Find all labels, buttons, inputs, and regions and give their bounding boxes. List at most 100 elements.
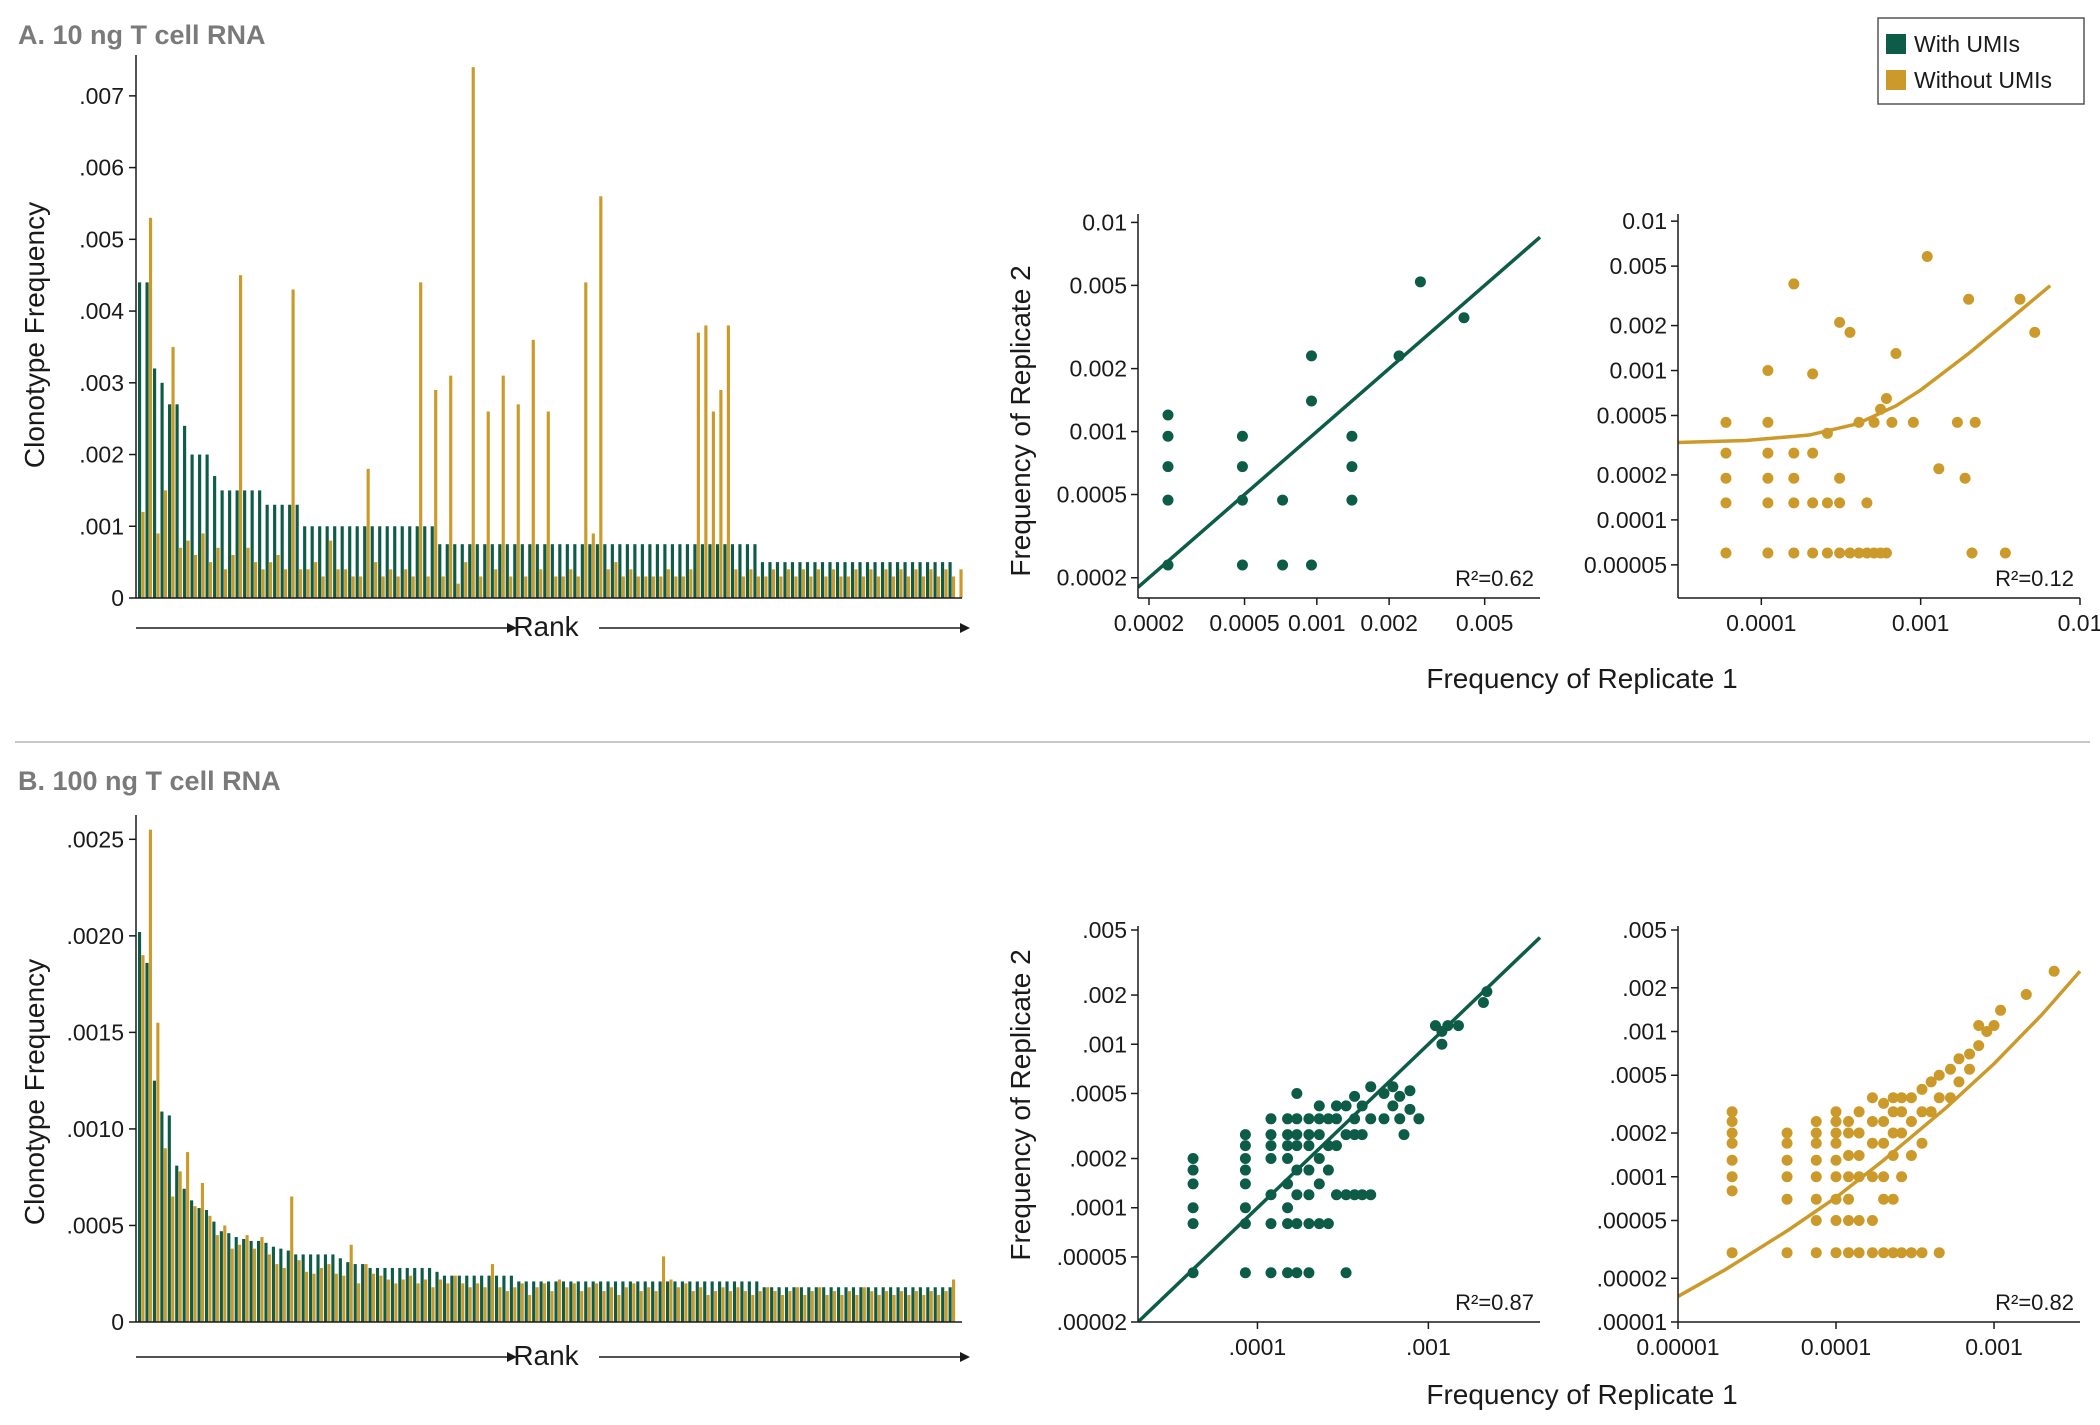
bar-with-umis — [528, 544, 532, 598]
bar-with-umis — [695, 1281, 699, 1322]
y-tick-label: .001 — [1622, 1019, 1667, 1045]
y-tick-label: 0.002 — [1069, 356, 1127, 382]
data-point — [1303, 1129, 1315, 1141]
bar-with-umis — [348, 526, 352, 598]
bar-without-umis — [606, 569, 610, 598]
bar-without-umis — [342, 1275, 346, 1322]
bar-with-umis — [532, 1281, 536, 1322]
data-point — [1340, 1189, 1352, 1201]
data-point — [1277, 559, 1289, 571]
x-tick-label: .001 — [1406, 1334, 1451, 1360]
bar-with-umis — [829, 1287, 833, 1322]
bar-with-umis — [933, 562, 937, 598]
bar-without-umis — [464, 562, 468, 598]
data-point — [1458, 312, 1470, 324]
y-tick-label: .00005 — [1057, 1244, 1127, 1270]
data-point — [1781, 1127, 1793, 1139]
bar-with-umis — [621, 1281, 625, 1322]
scatter-100ng-with-umis: .00002 .00005 .0001 .0002 .0005 .001 .002 .005.… — [1057, 917, 1542, 1360]
bar-with-umis — [768, 562, 772, 598]
y-tick-label: .00005 — [1597, 1207, 1667, 1233]
bar-with-umis — [228, 490, 232, 598]
bar-without-umis — [786, 569, 790, 598]
bar-with-umis — [873, 562, 877, 598]
data-point — [1762, 416, 1774, 428]
data-point — [1291, 1267, 1303, 1279]
bar-without-umis — [483, 1287, 487, 1322]
a-scatter-ylabel: Frequency of Replicate 2 — [1005, 265, 1036, 576]
bar-with-umis — [670, 544, 674, 598]
bar-without-umis — [846, 576, 851, 598]
data-point — [1349, 1129, 1361, 1141]
bar-without-umis — [542, 1283, 547, 1322]
y-tick-label: 0.005 — [1069, 272, 1127, 298]
data-point — [1810, 1193, 1822, 1205]
bar-without-umis — [351, 576, 355, 598]
bar-without-umis — [336, 569, 340, 598]
bar-with-umis — [243, 490, 247, 598]
data-point — [1988, 1020, 2000, 1032]
bar-with-umis — [361, 1264, 365, 1322]
data-point — [1853, 1247, 1865, 1259]
y-tick-label: .0010 — [66, 1116, 124, 1142]
data-point — [1277, 494, 1289, 506]
bar-with-umis — [565, 544, 569, 598]
bar-without-umis — [535, 1287, 539, 1322]
data-point — [2048, 965, 2060, 977]
bar-without-umis — [801, 569, 806, 598]
data-point — [1282, 1178, 1294, 1190]
bar-with-umis — [606, 1281, 610, 1322]
data-point — [1916, 1106, 1928, 1118]
data-point — [1322, 1218, 1334, 1230]
bar-with-umis — [807, 1287, 811, 1322]
bar-without-umis — [684, 1283, 688, 1322]
bar-without-umis — [186, 540, 190, 598]
bar-without-umis — [245, 1235, 249, 1322]
bar-without-umis — [689, 569, 693, 598]
data-point — [1346, 494, 1358, 506]
data-point — [1853, 416, 1865, 428]
bar-without-umis — [810, 1291, 814, 1322]
bar-without-umis — [929, 569, 933, 598]
data-point — [1291, 1129, 1303, 1141]
data-point — [1726, 1171, 1738, 1183]
bar-with-umis — [145, 282, 149, 598]
bar-without-umis — [260, 1237, 264, 1322]
y-tick-label: .005 — [1622, 917, 1667, 943]
bar-without-umis — [401, 1279, 405, 1322]
bar-without-umis — [416, 1283, 420, 1322]
bar-with-umis — [948, 562, 952, 598]
y-tick-label: .0005 — [66, 1212, 124, 1238]
bar-with-umis — [926, 1287, 930, 1322]
bar-with-umis — [770, 1287, 774, 1322]
bar-with-umis — [301, 1254, 305, 1322]
bar-without-umis — [595, 1283, 599, 1322]
data-point — [1162, 559, 1174, 571]
bar-with-umis — [390, 1267, 394, 1322]
bar-without-umis — [216, 547, 220, 598]
data-point — [1394, 1090, 1406, 1102]
data-point — [1834, 472, 1846, 484]
bar-without-umis — [803, 1294, 807, 1322]
y-tick-label: .007 — [79, 83, 124, 109]
data-point — [1291, 1164, 1303, 1176]
bar-without-umis — [833, 1291, 837, 1322]
bar-with-umis — [814, 1287, 818, 1322]
data-point — [1830, 1193, 1842, 1205]
bar-with-umis — [457, 1275, 461, 1322]
y-tick-label: .0001 — [1609, 1164, 1667, 1190]
bar-with-umis — [599, 1281, 603, 1322]
data-point — [1162, 494, 1174, 506]
data-point — [1291, 1140, 1303, 1152]
bar-with-umis — [903, 562, 907, 598]
data-point — [1349, 1189, 1361, 1201]
bar-with-umis — [700, 544, 704, 598]
data-point — [1340, 1100, 1352, 1112]
bar-with-umis — [918, 562, 922, 598]
data-point — [1282, 1153, 1294, 1165]
data-point — [1887, 1150, 1899, 1162]
bar-with-umis — [591, 1281, 595, 1322]
data-point — [1807, 447, 1819, 459]
data-point — [1330, 1140, 1342, 1152]
bar-with-umis — [547, 1281, 551, 1322]
